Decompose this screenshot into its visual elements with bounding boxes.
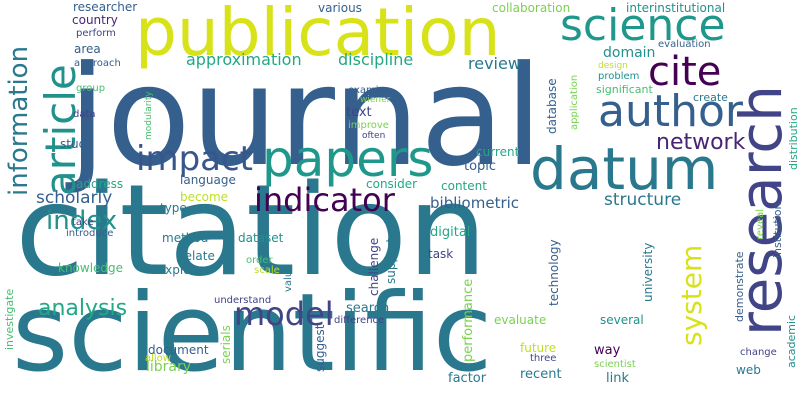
word-difference: difference	[334, 315, 385, 326]
word-model: model	[234, 295, 334, 333]
word-study: study	[60, 137, 94, 151]
word-impact: impact	[136, 139, 254, 179]
word-application: application	[569, 74, 580, 130]
word-evaluation: evaluation	[658, 39, 711, 50]
word-examine: examine	[348, 85, 392, 96]
word-data: data	[73, 109, 96, 120]
word-approach: approach	[74, 58, 121, 69]
word-discipline: discipline	[338, 50, 414, 69]
word-text: text	[346, 105, 372, 120]
word-wiener: wiener	[360, 95, 391, 105]
word-various: various	[318, 1, 362, 15]
word-current: current	[476, 145, 520, 159]
word-review: review	[468, 54, 521, 73]
word-order: order	[246, 255, 273, 266]
word-area: area	[74, 42, 101, 56]
word-take: take	[72, 217, 94, 228]
word-language: language	[180, 173, 236, 187]
word-type: type	[160, 201, 187, 215]
word-academic: academic	[785, 314, 798, 368]
word-scholarly: scholarly	[36, 188, 113, 208]
word-several: several	[600, 313, 644, 327]
word-introduce: introduce	[66, 228, 114, 239]
word-improve: improve	[348, 120, 389, 131]
word-science: science	[560, 0, 726, 51]
word-method: method	[162, 231, 209, 245]
word-link: link	[606, 371, 629, 386]
word-scientific: scientific	[12, 271, 493, 396]
word-structure: structure	[604, 190, 682, 210]
word-three: three	[530, 353, 557, 364]
word-relate: relate	[180, 249, 215, 263]
word-future: future	[520, 341, 557, 355]
word-change: change	[740, 347, 777, 358]
word-bibliometric: bibliometric	[430, 194, 520, 212]
word-researcher: researcher	[73, 0, 138, 14]
word-problem: problem	[598, 71, 640, 82]
word-university: university	[641, 242, 655, 302]
word-design: design	[598, 61, 628, 71]
word-document: document	[148, 343, 209, 357]
word-domain: domain	[603, 45, 656, 61]
word-system: system	[675, 244, 708, 346]
word-journal: journal	[68, 36, 543, 197]
word-reveal: reveal	[755, 208, 766, 240]
word-scale: scale	[254, 265, 280, 276]
word-collaboration: collaboration	[492, 1, 571, 15]
word-serials: serials	[219, 325, 233, 364]
word-consider: consider	[366, 177, 418, 191]
word-index: index	[46, 206, 118, 236]
word-allow: allow	[145, 353, 171, 364]
word-way: way	[594, 343, 621, 358]
word-approximation: approximation	[186, 50, 302, 69]
word-publication: publication	[135, 0, 501, 71]
word-scientist: scientist	[594, 359, 636, 370]
word-often: often	[362, 131, 386, 141]
word-cite: cite	[648, 49, 722, 95]
word-become: become	[180, 190, 229, 204]
word-citation: citation	[15, 157, 488, 304]
word-task: task	[428, 247, 454, 261]
word-group: group	[76, 83, 106, 94]
word-database: database	[545, 78, 559, 134]
word-significant: significant	[596, 83, 653, 96]
word-datum: datum	[530, 135, 719, 203]
word-network: network	[656, 130, 746, 155]
word-interinstitutional: interinstitutional	[626, 1, 726, 15]
word-papers: papers	[262, 130, 434, 188]
word-digital: digital	[430, 225, 471, 240]
word-recent: recent	[520, 367, 562, 382]
word-author: author	[598, 86, 743, 137]
word-library: library	[146, 359, 192, 375]
word-content: content	[441, 179, 487, 193]
word-suggest: suggest	[313, 324, 327, 372]
word-analysis: analysis	[38, 296, 128, 321]
word-institution: institution	[771, 202, 784, 258]
word-search: search	[346, 301, 390, 316]
word-factor: factor	[448, 371, 487, 386]
word-distribution: distribution	[787, 107, 800, 170]
word-perform: perform	[76, 28, 116, 39]
word-topic: topic	[464, 159, 497, 174]
word-country: country	[72, 13, 118, 27]
word-indicator: indicator	[254, 181, 395, 219]
word-dataset: dataset	[238, 231, 284, 245]
word-evaluate: evaluate	[494, 313, 547, 327]
word-address: address	[76, 177, 124, 191]
word-knowledge: knowledge	[58, 261, 124, 275]
word-demonstrate: demonstrate	[733, 251, 746, 322]
word-value: value	[283, 264, 294, 292]
word-investigate: investigate	[3, 288, 16, 350]
word-understand: understand	[214, 295, 272, 306]
word-web: web	[736, 363, 761, 377]
word-explore: explore	[158, 263, 203, 277]
word-support: support	[384, 237, 398, 284]
word-modularity: modularity	[144, 91, 154, 140]
word-create: create	[693, 91, 728, 104]
word-challenge: challenge	[367, 237, 381, 296]
word-technology: technology	[547, 239, 561, 306]
word-information: information	[4, 45, 34, 196]
word-performance: performance	[461, 278, 476, 362]
